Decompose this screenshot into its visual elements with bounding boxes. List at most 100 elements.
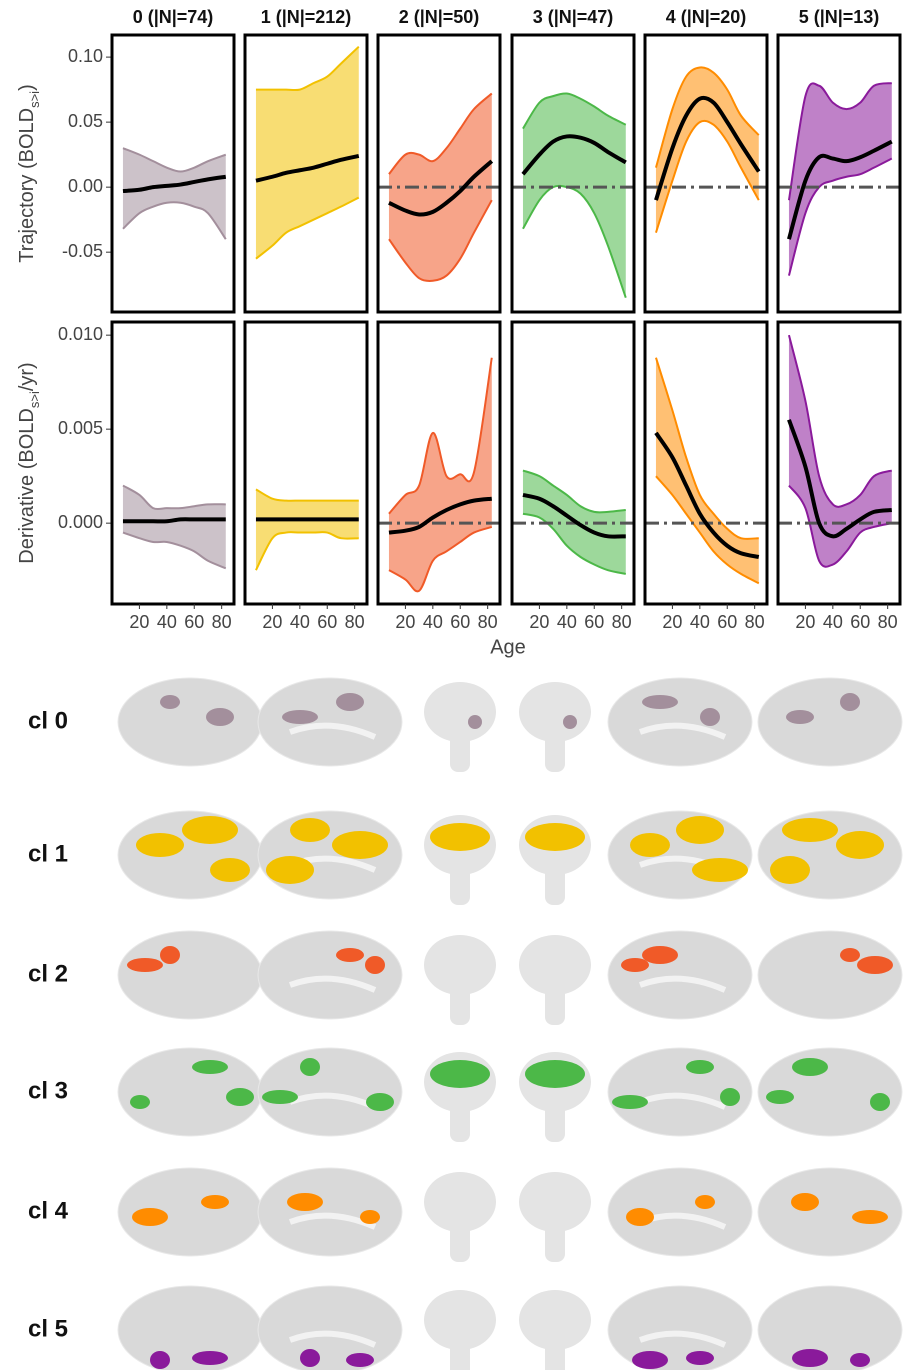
plot-area [378, 94, 500, 281]
x-tick-label: 20 [529, 612, 549, 632]
panel [778, 35, 900, 312]
activation [366, 1093, 394, 1111]
activation [192, 1351, 228, 1365]
activation [642, 946, 678, 964]
activation [206, 708, 234, 726]
x-tick-label: 60 [317, 612, 337, 632]
subcortex [519, 1052, 591, 1142]
activation [695, 1195, 715, 1209]
brain-surface [118, 931, 262, 1019]
brainstem [545, 1222, 565, 1262]
activation [201, 1195, 229, 1209]
panel [245, 322, 367, 604]
x-tick-label: 60 [850, 612, 870, 632]
x-tick-label: 20 [129, 612, 149, 632]
brainstem [545, 985, 565, 1025]
activation [160, 695, 180, 709]
plot-area [123, 486, 226, 569]
y-tick-label: -0.05 [62, 241, 103, 261]
activation [430, 823, 490, 851]
x-tick-label: 40 [290, 612, 310, 632]
x-tick-label: 20 [662, 612, 682, 632]
y-tick-label: 0.005 [58, 418, 103, 438]
y-axis-label-part: Trajectory (BOLD [16, 108, 38, 263]
plot-area [645, 358, 767, 584]
activation [525, 1060, 585, 1088]
panel [645, 322, 767, 604]
x-tick-label: 80 [212, 612, 232, 632]
activation [150, 1351, 170, 1369]
brain-surface [758, 1286, 902, 1370]
x-tick-label: 80 [345, 612, 365, 632]
activation [840, 948, 860, 962]
activation [782, 818, 838, 842]
x-tick-label: 80 [478, 612, 498, 632]
activation [360, 1210, 380, 1224]
y-tick-label: 0.05 [68, 111, 103, 131]
panel [378, 322, 500, 604]
activation [626, 1208, 654, 1226]
brain-surface [258, 1048, 402, 1136]
activation [791, 1193, 819, 1211]
brain-surface [608, 678, 752, 766]
cluster-label: cl 0 [28, 707, 68, 734]
activation [332, 831, 388, 859]
activation [836, 831, 884, 859]
x-tick-label: 20 [795, 612, 815, 632]
cluster-label: cl 3 [28, 1077, 68, 1104]
activation [300, 1349, 320, 1367]
cortex [258, 1286, 402, 1370]
band [123, 486, 226, 569]
y-axis-label-part: s>i [27, 391, 42, 408]
band [656, 358, 759, 584]
brain-surface [118, 1048, 262, 1136]
brain-surface [118, 811, 262, 899]
cortex [608, 678, 752, 766]
brainstem [545, 1340, 565, 1370]
y-tick-label: 0.010 [58, 324, 103, 344]
subcortex [519, 935, 591, 1025]
plot-area [645, 67, 767, 232]
activation [127, 958, 163, 972]
plot-area [378, 358, 500, 592]
band [389, 358, 492, 592]
panel-title: 2 (|N|=50) [399, 7, 480, 27]
activation [365, 956, 385, 974]
activation [336, 948, 364, 962]
brain-surface [758, 931, 902, 1019]
cortex [258, 678, 402, 766]
subcortex [424, 1172, 496, 1262]
subcortex [424, 682, 496, 772]
brain-surface [608, 1048, 752, 1136]
activation [621, 958, 649, 972]
activation [786, 710, 814, 724]
activation [642, 695, 678, 709]
cortex [258, 811, 402, 899]
cluster-label: cl 4 [28, 1197, 69, 1224]
panel-title: 0 (|N|=74) [133, 7, 214, 27]
cortex [118, 1286, 262, 1370]
band [523, 93, 626, 297]
x-tick-label: 40 [690, 612, 710, 632]
y-tick-label: 0.10 [68, 46, 103, 66]
panel [512, 35, 634, 312]
member-line [256, 489, 359, 500]
cortex [758, 678, 902, 766]
x-tick-label: 40 [823, 612, 843, 632]
plot-area [512, 93, 634, 297]
activation [770, 856, 810, 884]
activation [692, 858, 748, 882]
panel-title: 4 (|N|=20) [666, 7, 747, 27]
cluster-label: cl 5 [28, 1315, 68, 1342]
activation [226, 1088, 254, 1106]
activation [132, 1208, 168, 1226]
subcortex [424, 1290, 496, 1370]
y-axis-label-part: Derivative (BOLD [16, 408, 38, 564]
plot-area [512, 471, 634, 574]
activation [430, 1060, 490, 1088]
figure: Age Trajectory (BOLDs>i)0.100.050.00-0.0… [0, 0, 909, 1370]
activation [612, 1095, 648, 1109]
activation [468, 715, 482, 729]
cortex [118, 678, 262, 766]
activation [182, 816, 238, 844]
